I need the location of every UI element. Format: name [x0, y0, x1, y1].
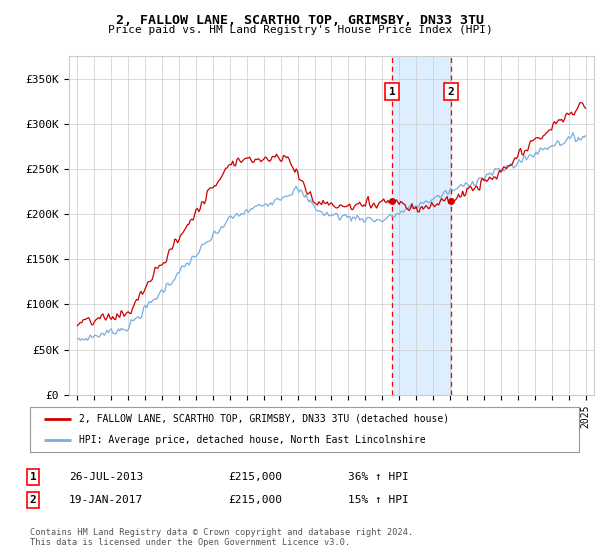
Text: 36% ↑ HPI: 36% ↑ HPI	[348, 472, 409, 482]
Text: 2, FALLOW LANE, SCARTHO TOP, GRIMSBY, DN33 3TU: 2, FALLOW LANE, SCARTHO TOP, GRIMSBY, DN…	[116, 14, 484, 27]
Text: 2: 2	[448, 87, 454, 96]
Text: £215,000: £215,000	[228, 472, 282, 482]
Text: 26-JUL-2013: 26-JUL-2013	[69, 472, 143, 482]
Text: 2: 2	[29, 495, 37, 505]
Bar	[392, 56, 451, 395]
Text: 2, FALLOW LANE, SCARTHO TOP, GRIMSBY, DN33 3TU (detached house): 2, FALLOW LANE, SCARTHO TOP, GRIMSBY, DN…	[79, 414, 449, 424]
Text: Price paid vs. HM Land Registry's House Price Index (HPI): Price paid vs. HM Land Registry's House …	[107, 25, 493, 35]
Text: 15% ↑ HPI: 15% ↑ HPI	[348, 495, 409, 505]
Text: Contains HM Land Registry data © Crown copyright and database right 2024.
This d: Contains HM Land Registry data © Crown c…	[30, 528, 413, 547]
Text: £215,000: £215,000	[228, 495, 282, 505]
Text: 1: 1	[29, 472, 37, 482]
Text: 19-JAN-2017: 19-JAN-2017	[69, 495, 143, 505]
Text: HPI: Average price, detached house, North East Lincolnshire: HPI: Average price, detached house, Nort…	[79, 435, 426, 445]
Text: 1: 1	[389, 87, 395, 96]
